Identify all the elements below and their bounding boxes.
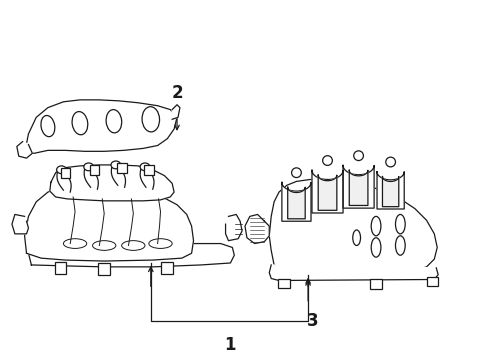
Polygon shape — [140, 168, 154, 189]
Polygon shape — [343, 165, 373, 208]
Bar — [369, 279, 381, 289]
Text: 3: 3 — [306, 311, 318, 329]
Polygon shape — [269, 265, 437, 280]
Ellipse shape — [142, 107, 159, 132]
Bar — [61, 168, 70, 177]
Circle shape — [291, 168, 301, 177]
Ellipse shape — [83, 163, 93, 171]
Ellipse shape — [57, 166, 66, 174]
Bar — [161, 262, 173, 274]
Polygon shape — [28, 244, 234, 267]
Ellipse shape — [111, 161, 121, 169]
Polygon shape — [348, 170, 367, 206]
Polygon shape — [287, 187, 305, 219]
Bar — [278, 279, 289, 288]
Bar — [89, 165, 99, 175]
Polygon shape — [24, 185, 193, 261]
Ellipse shape — [370, 216, 380, 236]
Circle shape — [385, 157, 395, 167]
Polygon shape — [12, 215, 28, 234]
Polygon shape — [84, 168, 98, 189]
Polygon shape — [111, 166, 125, 187]
Ellipse shape — [370, 238, 380, 257]
Ellipse shape — [352, 230, 360, 246]
Polygon shape — [281, 183, 310, 221]
Polygon shape — [24, 100, 177, 153]
Bar — [143, 165, 153, 175]
Ellipse shape — [72, 112, 88, 135]
Polygon shape — [244, 215, 269, 244]
Bar — [426, 276, 437, 286]
Ellipse shape — [395, 215, 405, 234]
Bar — [117, 163, 126, 173]
Polygon shape — [269, 180, 436, 274]
Ellipse shape — [395, 236, 405, 255]
Ellipse shape — [41, 116, 55, 137]
Polygon shape — [17, 141, 32, 158]
Polygon shape — [318, 175, 336, 210]
Polygon shape — [225, 215, 242, 240]
Polygon shape — [376, 172, 404, 209]
Polygon shape — [50, 165, 174, 201]
Polygon shape — [382, 176, 398, 207]
Ellipse shape — [140, 163, 149, 171]
Text: 1: 1 — [223, 336, 235, 354]
Circle shape — [353, 151, 363, 161]
Polygon shape — [57, 171, 71, 192]
Polygon shape — [311, 170, 343, 213]
Bar — [55, 262, 66, 274]
Text: 2: 2 — [171, 84, 183, 102]
Polygon shape — [172, 105, 180, 119]
Ellipse shape — [106, 109, 122, 133]
Bar — [98, 263, 110, 275]
Circle shape — [322, 156, 332, 165]
